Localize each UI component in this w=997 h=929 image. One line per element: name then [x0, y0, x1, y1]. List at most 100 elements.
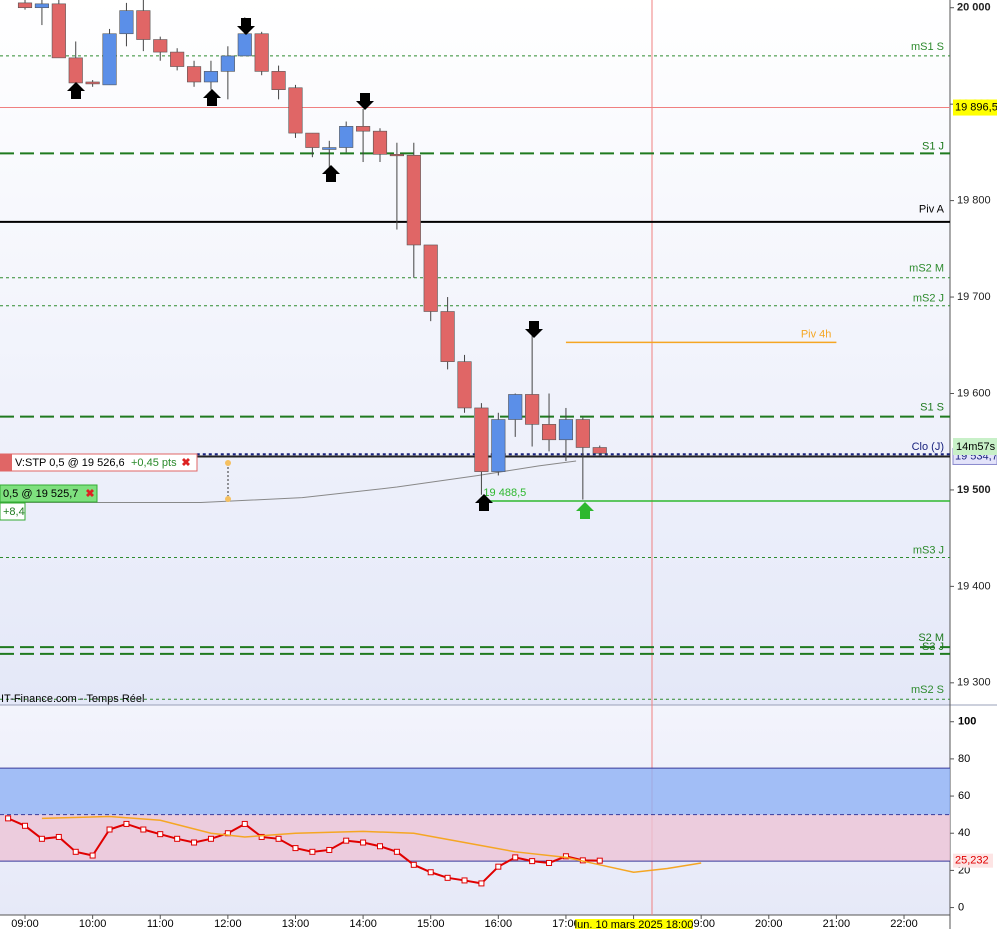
y-tick-label: 40 — [958, 827, 970, 839]
x-tick-label: 14:00 — [349, 918, 377, 929]
candle-body — [254, 33, 269, 72]
order-dot — [225, 496, 231, 502]
candle-body — [136, 10, 151, 40]
y-tick-label: 60 — [958, 790, 970, 802]
series-point — [393, 848, 400, 855]
candle-body — [474, 407, 489, 472]
series-point — [546, 859, 553, 866]
series-point — [495, 863, 502, 870]
x-tick-label: 22:00 — [890, 918, 918, 929]
series-point — [461, 877, 468, 884]
signal-arrows — [67, 18, 594, 519]
main-panel — [0, 0, 950, 705]
series-point — [410, 861, 417, 868]
x-tick-label: 16:00 — [485, 918, 513, 929]
candle-body — [491, 419, 506, 472]
x-tick-label: 17:00 — [552, 918, 580, 929]
series-point — [140, 826, 147, 833]
candle-body — [186, 66, 202, 83]
candle-body — [423, 244, 438, 312]
timer-box — [953, 438, 997, 455]
candle-body — [457, 361, 472, 409]
candle-body — [372, 130, 388, 155]
x-tick-label: 11:00 — [147, 918, 174, 929]
x-tick-label: 21:00 — [823, 918, 851, 929]
candle-body — [592, 447, 607, 454]
level-label: S1 S — [920, 402, 944, 414]
candle-body — [119, 10, 134, 35]
candle-body — [34, 3, 49, 9]
cursor-price-label: 19 896,5 — [955, 101, 997, 113]
series-point — [174, 835, 181, 842]
series-point — [5, 815, 12, 822]
series-point — [529, 858, 536, 865]
level-label: mS1 S — [911, 41, 944, 53]
level-label: S3 J — [922, 641, 944, 653]
candle-body — [305, 132, 320, 148]
x-tick-label: 12:00 — [214, 918, 242, 929]
y-tick-label: 19 600 — [957, 387, 991, 399]
series-point — [38, 835, 45, 842]
series-point — [207, 835, 214, 842]
candle-body — [51, 3, 66, 59]
data-source: IT-Finance.com - Temps Réel — [1, 693, 144, 705]
series-point — [596, 857, 603, 864]
candle-body — [288, 87, 303, 134]
position-close[interactable]: ✖ — [85, 488, 94, 500]
position-box[interactable] — [0, 484, 98, 503]
y-tick-label: 100 — [958, 716, 976, 728]
series-point — [326, 846, 333, 853]
series-point — [444, 874, 451, 881]
last-value-box — [953, 853, 993, 868]
x-tick-label: 15:00 — [417, 918, 445, 929]
series-line — [41, 815, 702, 874]
x-tick-label: 19:00 — [687, 918, 715, 929]
level-label: mS3 J — [913, 544, 944, 556]
candle-body — [203, 71, 219, 83]
y-tick-label: 20 000 — [957, 2, 991, 14]
stop-order-points: +0,45 pts — [131, 457, 177, 469]
level-label: Piv A — [919, 204, 945, 216]
cursor-price-box — [953, 99, 997, 116]
candle-body — [68, 57, 83, 84]
y-tick-label: 19 500 — [957, 484, 991, 496]
candle-body — [17, 2, 33, 9]
candle-body — [339, 126, 354, 148]
series-point — [478, 880, 485, 887]
candle-body — [406, 154, 421, 246]
candle-body — [220, 55, 235, 72]
stop-order-label: V:STP 0,5 @ 19 526,6 — [15, 457, 125, 469]
candle-body — [271, 71, 286, 90]
oscillator-band — [0, 814, 950, 862]
x-tick-label: 10:00 — [79, 918, 107, 929]
level-label: mS2 S — [911, 684, 944, 696]
moving-average — [0, 460, 577, 503]
series-point — [258, 833, 265, 840]
y-tick-label: 80 — [958, 753, 970, 765]
series-point — [292, 845, 299, 852]
position-pnl-box — [0, 502, 26, 521]
candle-body — [389, 154, 404, 157]
stop-order-cancel[interactable]: ✖ — [181, 457, 190, 469]
series-point — [343, 837, 350, 844]
series-point — [360, 839, 367, 846]
series-point — [241, 820, 248, 827]
series-point — [191, 839, 198, 846]
candle-body — [356, 126, 371, 132]
y-tick-label: 19 700 — [957, 291, 991, 303]
timer: 14m57s — [956, 441, 996, 453]
level-label: S2 M — [918, 632, 944, 644]
series-point — [55, 833, 62, 840]
cursor-time: lun. 10 mars 2025 18:00 — [575, 919, 694, 929]
stop-order-box[interactable] — [0, 453, 198, 472]
stop-order-handle[interactable] — [0, 454, 12, 471]
x-tick-label: 09:00 — [11, 918, 39, 929]
series-point — [157, 831, 164, 838]
candle-body — [322, 147, 337, 150]
y-tick-label: 19 300 — [957, 677, 991, 689]
candle-body — [525, 394, 540, 425]
pivot-4h-label: Piv 4h — [801, 328, 832, 340]
candle-body — [508, 394, 523, 420]
